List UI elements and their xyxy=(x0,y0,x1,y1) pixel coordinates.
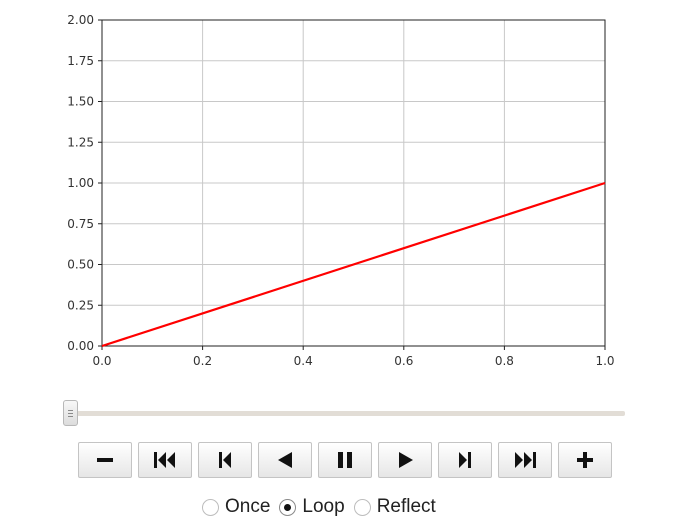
minus-icon xyxy=(97,458,113,462)
x-tick-label: 0.6 xyxy=(394,354,413,368)
x-tick-label: 0.2 xyxy=(193,354,212,368)
grip-line xyxy=(68,416,73,417)
last-frame-button[interactable] xyxy=(498,442,552,478)
mode-label-once: Once xyxy=(225,496,271,517)
y-tick-label: 0.75 xyxy=(67,217,94,231)
y-tick-label: 0.50 xyxy=(67,258,94,272)
play-forward-button[interactable] xyxy=(378,442,432,478)
mode-option-loop[interactable]: Loop xyxy=(279,496,345,518)
next-frame-button[interactable] xyxy=(438,442,492,478)
play-reverse-icon xyxy=(278,452,292,468)
radio-reflect[interactable] xyxy=(353,498,371,516)
step-forward-icon xyxy=(459,452,471,468)
y-tick-label: 0.00 xyxy=(67,339,94,353)
play-reverse-button[interactable] xyxy=(258,442,312,478)
y-tick-label: 0.25 xyxy=(67,298,94,312)
mode-option-reflect[interactable]: Reflect xyxy=(353,496,436,518)
step-back-icon xyxy=(219,452,231,468)
play-icon xyxy=(399,452,413,468)
radio-once[interactable] xyxy=(202,498,219,516)
previous-frame-button[interactable] xyxy=(198,442,252,478)
line-chart: 0.0 0.2 0.4 0.6 0.8 1.0 0.00 0.25 0.50 0.75 1.00 1.… xyxy=(67,13,614,368)
grip-line xyxy=(68,413,73,414)
y-tick-label: 1.00 xyxy=(67,176,94,190)
plus-icon xyxy=(577,452,593,468)
slider-handle[interactable] xyxy=(63,400,78,426)
series-line xyxy=(101,181,606,348)
y-tick-label: 1.75 xyxy=(67,54,94,68)
skip-to-first-icon xyxy=(154,452,175,468)
radio-loop[interactable] xyxy=(279,498,297,516)
grip-line xyxy=(68,410,73,411)
increase-speed-button[interactable] xyxy=(558,442,612,478)
mode-label-reflect: Reflect xyxy=(376,496,436,517)
mode-option-once[interactable]: Once xyxy=(202,496,270,518)
x-tick-label: 1.0 xyxy=(595,354,614,368)
x-tick-label: 0.4 xyxy=(294,354,313,368)
decrease-speed-button[interactable] xyxy=(78,442,132,478)
grid xyxy=(101,19,606,347)
y-tick-label: 2.00 xyxy=(67,13,94,27)
skip-to-last-icon xyxy=(515,452,536,468)
frame-slider[interactable] xyxy=(63,400,625,428)
playback-mode-group: Once Loop Reflect xyxy=(202,494,445,520)
mode-label-loop: Loop xyxy=(302,496,345,517)
first-frame-button[interactable] xyxy=(138,442,192,478)
y-tick-label: 1.50 xyxy=(67,95,94,109)
pause-button[interactable] xyxy=(318,442,372,478)
y-tick-label: 1.25 xyxy=(67,135,94,149)
x-tick-label: 0.0 xyxy=(92,354,111,368)
slider-track[interactable] xyxy=(63,411,625,416)
series xyxy=(101,181,606,348)
x-tick-label: 0.8 xyxy=(495,354,514,368)
ticks: 0.0 0.2 0.4 0.6 0.8 1.0 0.00 0.25 0.50 0.75 1.00 1.… xyxy=(67,13,614,368)
pause-icon xyxy=(338,452,352,468)
